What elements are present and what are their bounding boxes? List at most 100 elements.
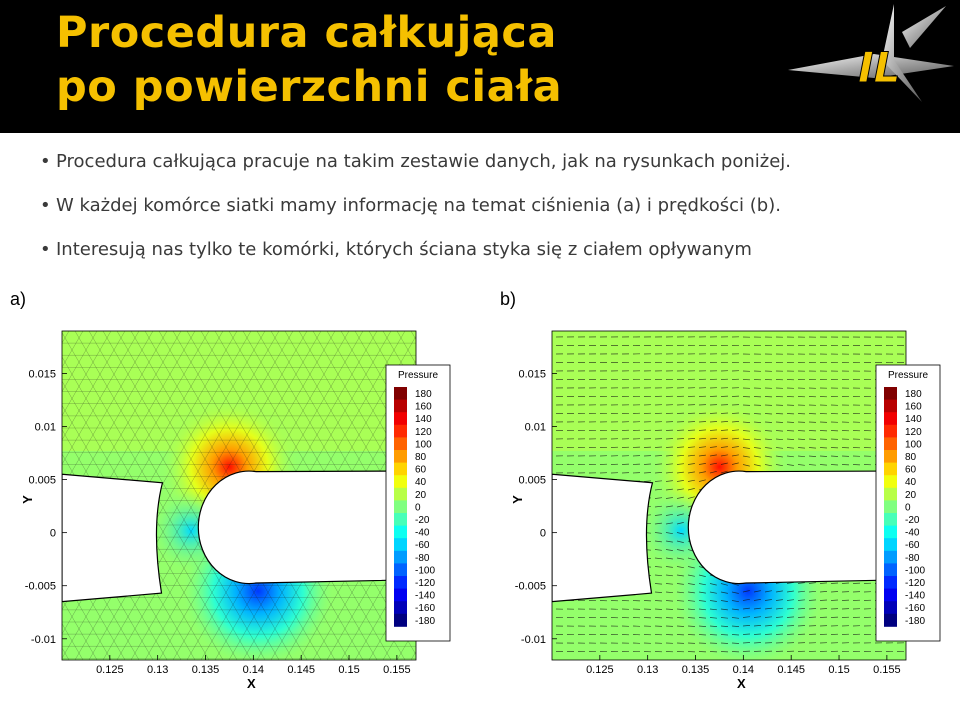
legend-swatch bbox=[394, 550, 407, 564]
y-tick-label: 0.015 bbox=[518, 368, 546, 380]
legend-label: 140 bbox=[415, 414, 432, 425]
legend-label: -20 bbox=[415, 515, 430, 526]
legend-swatch bbox=[884, 424, 897, 438]
legend-label: 60 bbox=[905, 465, 917, 476]
bullet-item: Interesują nas tylko te komórki, których… bbox=[40, 238, 940, 262]
body-contour bbox=[687, 470, 906, 585]
legend-label: 180 bbox=[905, 389, 922, 400]
legend-swatch bbox=[394, 613, 407, 627]
legend-label: -40 bbox=[905, 528, 920, 539]
legend-swatch bbox=[394, 525, 407, 539]
legend-swatch bbox=[884, 525, 897, 539]
institute-logo-icon: IL bbox=[788, 4, 954, 102]
legend-swatch bbox=[394, 588, 407, 602]
figure-b-label: b) bbox=[500, 289, 517, 309]
legend-swatch bbox=[394, 450, 407, 463]
legend-swatch bbox=[394, 538, 407, 552]
slide-title-line-1: Procedura całkująca bbox=[56, 8, 557, 58]
legend-label: 0 bbox=[415, 502, 421, 513]
legend-swatch bbox=[394, 399, 407, 413]
pressure-plot-a: 0.125 0.13 0.135 0.14 0.145 0.15 0.155 0.015 0.0… bbox=[20, 330, 451, 691]
legend-swatch bbox=[884, 576, 897, 589]
legend-swatch bbox=[394, 387, 407, 400]
y-axis-label: Y bbox=[20, 495, 35, 504]
y-tick-label: 0.015 bbox=[28, 368, 56, 380]
legend-swatch bbox=[884, 412, 897, 426]
x-tick-label: 0.15 bbox=[828, 664, 849, 676]
legend-label: -80 bbox=[415, 553, 430, 564]
legend-swatch bbox=[884, 475, 897, 489]
x-tick-label: 0.135 bbox=[682, 664, 710, 676]
x-axis-label: X bbox=[737, 676, 746, 691]
legend-label: -60 bbox=[905, 540, 920, 551]
left-block bbox=[62, 473, 164, 603]
x-tick-label: 0.14 bbox=[733, 664, 754, 676]
legend-label: -120 bbox=[905, 578, 925, 589]
plot-area bbox=[552, 331, 906, 660]
slide-title: Procedura całkująca po powierzchni ciała bbox=[56, 6, 562, 114]
legend-swatch bbox=[884, 538, 897, 552]
left-block bbox=[552, 473, 654, 603]
legend-label: -40 bbox=[415, 528, 430, 539]
legend-label: 40 bbox=[415, 477, 427, 488]
legend-label: -120 bbox=[415, 578, 435, 589]
y-tick-label: -0.01 bbox=[521, 634, 546, 646]
pressure-plot-b: 0.125 0.13 0.135 0.14 0.145 0.15 0.155 0.015 0.0… bbox=[510, 330, 941, 691]
y-tick-label: 0.005 bbox=[518, 475, 546, 487]
legend-swatch bbox=[394, 475, 407, 489]
y-tick-label: 0 bbox=[540, 528, 546, 540]
legend-label: -80 bbox=[905, 553, 920, 564]
x-tick-label: 0.145 bbox=[777, 664, 805, 676]
y-tick-label: 0.01 bbox=[525, 422, 546, 434]
plot-area bbox=[62, 331, 416, 660]
y-tick-label: -0.01 bbox=[31, 634, 56, 646]
legend-label: -20 bbox=[905, 515, 920, 526]
legend-label: 60 bbox=[415, 465, 427, 476]
legend-swatch bbox=[884, 588, 897, 602]
legend-label: -140 bbox=[905, 591, 925, 602]
y-axis-label: Y bbox=[510, 495, 525, 504]
x-tick-label: 0.145 bbox=[287, 664, 315, 676]
x-tick-label: 0.13 bbox=[147, 664, 168, 676]
legend-label: -100 bbox=[415, 565, 435, 576]
legend-label: -60 bbox=[415, 540, 430, 551]
x-tick-label: 0.15 bbox=[338, 664, 359, 676]
legend-swatch bbox=[884, 601, 897, 615]
logo-text: IL bbox=[858, 43, 900, 92]
figure-a-label: a) bbox=[10, 289, 27, 309]
legend-swatch bbox=[884, 450, 897, 463]
legend-label: 160 bbox=[415, 402, 432, 413]
legend-label: 0 bbox=[905, 502, 911, 513]
legend-swatch bbox=[884, 613, 897, 627]
legend-swatch bbox=[394, 500, 407, 514]
legend-swatch bbox=[394, 462, 407, 476]
legend-label: 100 bbox=[415, 439, 432, 450]
legend-swatch bbox=[394, 487, 407, 501]
legend-label: 80 bbox=[415, 452, 427, 463]
x-tick-label: 0.125 bbox=[96, 664, 124, 676]
legend-swatch bbox=[394, 601, 407, 615]
legend-swatch bbox=[394, 424, 407, 438]
legend-swatch bbox=[394, 576, 407, 589]
x-tick-label: 0.155 bbox=[383, 664, 411, 676]
legend-swatch bbox=[394, 513, 407, 526]
legend-label: -100 bbox=[905, 565, 925, 576]
legend-label: -140 bbox=[415, 591, 435, 602]
legend-label: 20 bbox=[415, 490, 427, 501]
legend-swatch bbox=[884, 500, 897, 514]
legend-swatch bbox=[884, 563, 897, 577]
figure-a: 0.125 0.13 0.135 0.14 0.145 0.15 0.155 0.015 0.0… bbox=[0, 283, 470, 702]
legend-label: 140 bbox=[905, 414, 922, 425]
legend-title: Pressure bbox=[888, 370, 928, 381]
x-tick-label: 0.125 bbox=[586, 664, 614, 676]
bullet-item: Procedura całkująca pracuje na takim zes… bbox=[40, 150, 940, 174]
y-tick-label: 0.005 bbox=[28, 475, 56, 487]
y-tick-label: 0 bbox=[50, 528, 56, 540]
x-tick-label: 0.14 bbox=[243, 664, 264, 676]
x-tick-label: 0.155 bbox=[873, 664, 901, 676]
legend-swatch bbox=[884, 462, 897, 476]
y-tick-label: 0.01 bbox=[35, 422, 56, 434]
legend-label: 120 bbox=[905, 427, 922, 438]
